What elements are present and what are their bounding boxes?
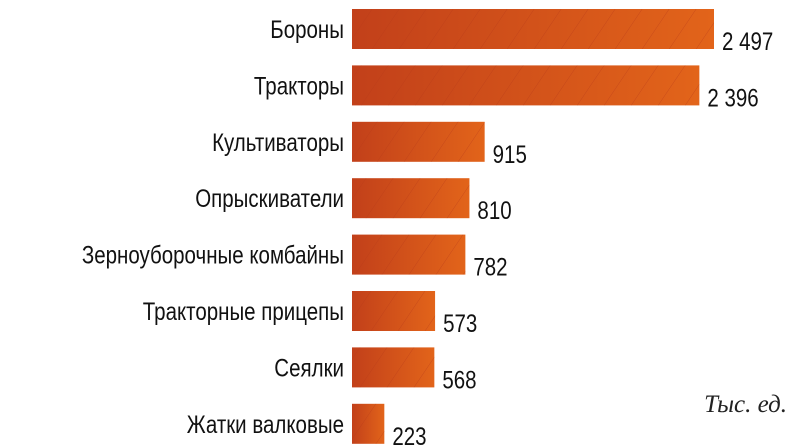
value-label: 223 [392, 423, 426, 448]
value-label: 2 396 [707, 84, 758, 112]
bar-hatch [352, 65, 700, 106]
category-label: Сеялки [274, 354, 344, 382]
category-label: Тракторы [254, 72, 344, 100]
bar-hatch [352, 291, 436, 331]
bar-hatch [352, 347, 435, 388]
category-label: Тракторные прицепы [143, 298, 344, 326]
value-label: 915 [493, 141, 527, 169]
unit-label: Тыс. ед. [704, 391, 787, 418]
bar-hatch [352, 234, 466, 275]
bar-hatch [352, 178, 470, 219]
category-label: Бороны [270, 16, 344, 44]
category-label: Зерноуборочные комбайны [82, 242, 344, 270]
value-label: 810 [477, 197, 511, 225]
category-label: Культиваторы [212, 129, 344, 157]
bar-hatch [352, 9, 714, 49]
bar-hatch [352, 121, 485, 162]
bar-hatch [352, 403, 385, 444]
value-label: 568 [442, 366, 476, 394]
value-label: 2 497 [722, 28, 773, 56]
category-label: Жатки валковые [187, 411, 344, 439]
category-label: Опрыскиватели [195, 185, 344, 213]
value-label: 573 [443, 310, 477, 338]
value-label: 782 [473, 254, 507, 282]
